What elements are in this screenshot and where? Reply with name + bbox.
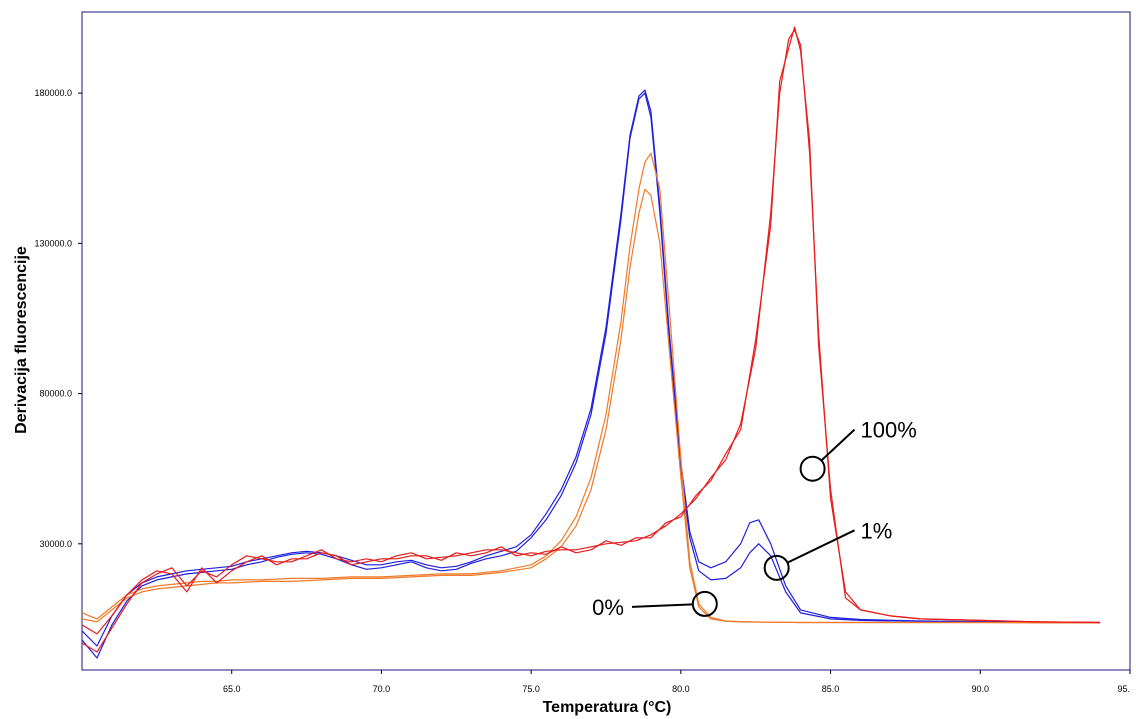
series-line-red-6 [81,26,1101,635]
x-axis-ticks: 65.0 70.0 75.0 80.0 85.0 90.0 95. [223,670,1131,694]
annotation-label: 1% [861,518,893,543]
x-axis-title: Temperatura (°C) [543,699,672,716]
annotations: 100% 1% 0% [592,418,917,620]
x-tick-label: 80.0 [672,684,690,694]
y-tick-label: 130000.0 [34,238,72,248]
annotation-circle [799,455,826,482]
y-tick-label: 180000.0 [34,88,72,98]
x-tick-label: 95. [1117,684,1130,694]
annotation-label: 100% [861,418,917,443]
series-layer [81,26,1101,659]
x-tick-label: 75.0 [522,684,540,694]
series-line-blue-1 [81,92,1101,659]
x-tick-label: 90.0 [972,684,990,694]
y-tick-label: 30000.0 [39,539,72,549]
x-tick-label: 85.0 [822,684,840,694]
series-line-orange-4 [81,152,1101,624]
annotation-leader-line [787,529,855,564]
y-axis-ticks: 30000.0 80000.0 130000.0 180000.0 [34,88,82,549]
annotation-circle [763,554,790,581]
plot-frame [81,11,1131,671]
x-tick-label: 65.0 [223,684,241,694]
y-axis-title: Derivacija fluorescencije [13,246,30,434]
series-line-red-5 [81,29,1101,653]
annotation-label: 0% [592,595,624,620]
y-tick-label: 80000.0 [39,389,72,399]
annotation-leader-line [820,428,856,462]
annotation-leader-line [631,603,693,608]
annotation-circle [691,590,718,617]
x-tick-label: 70.0 [373,684,391,694]
